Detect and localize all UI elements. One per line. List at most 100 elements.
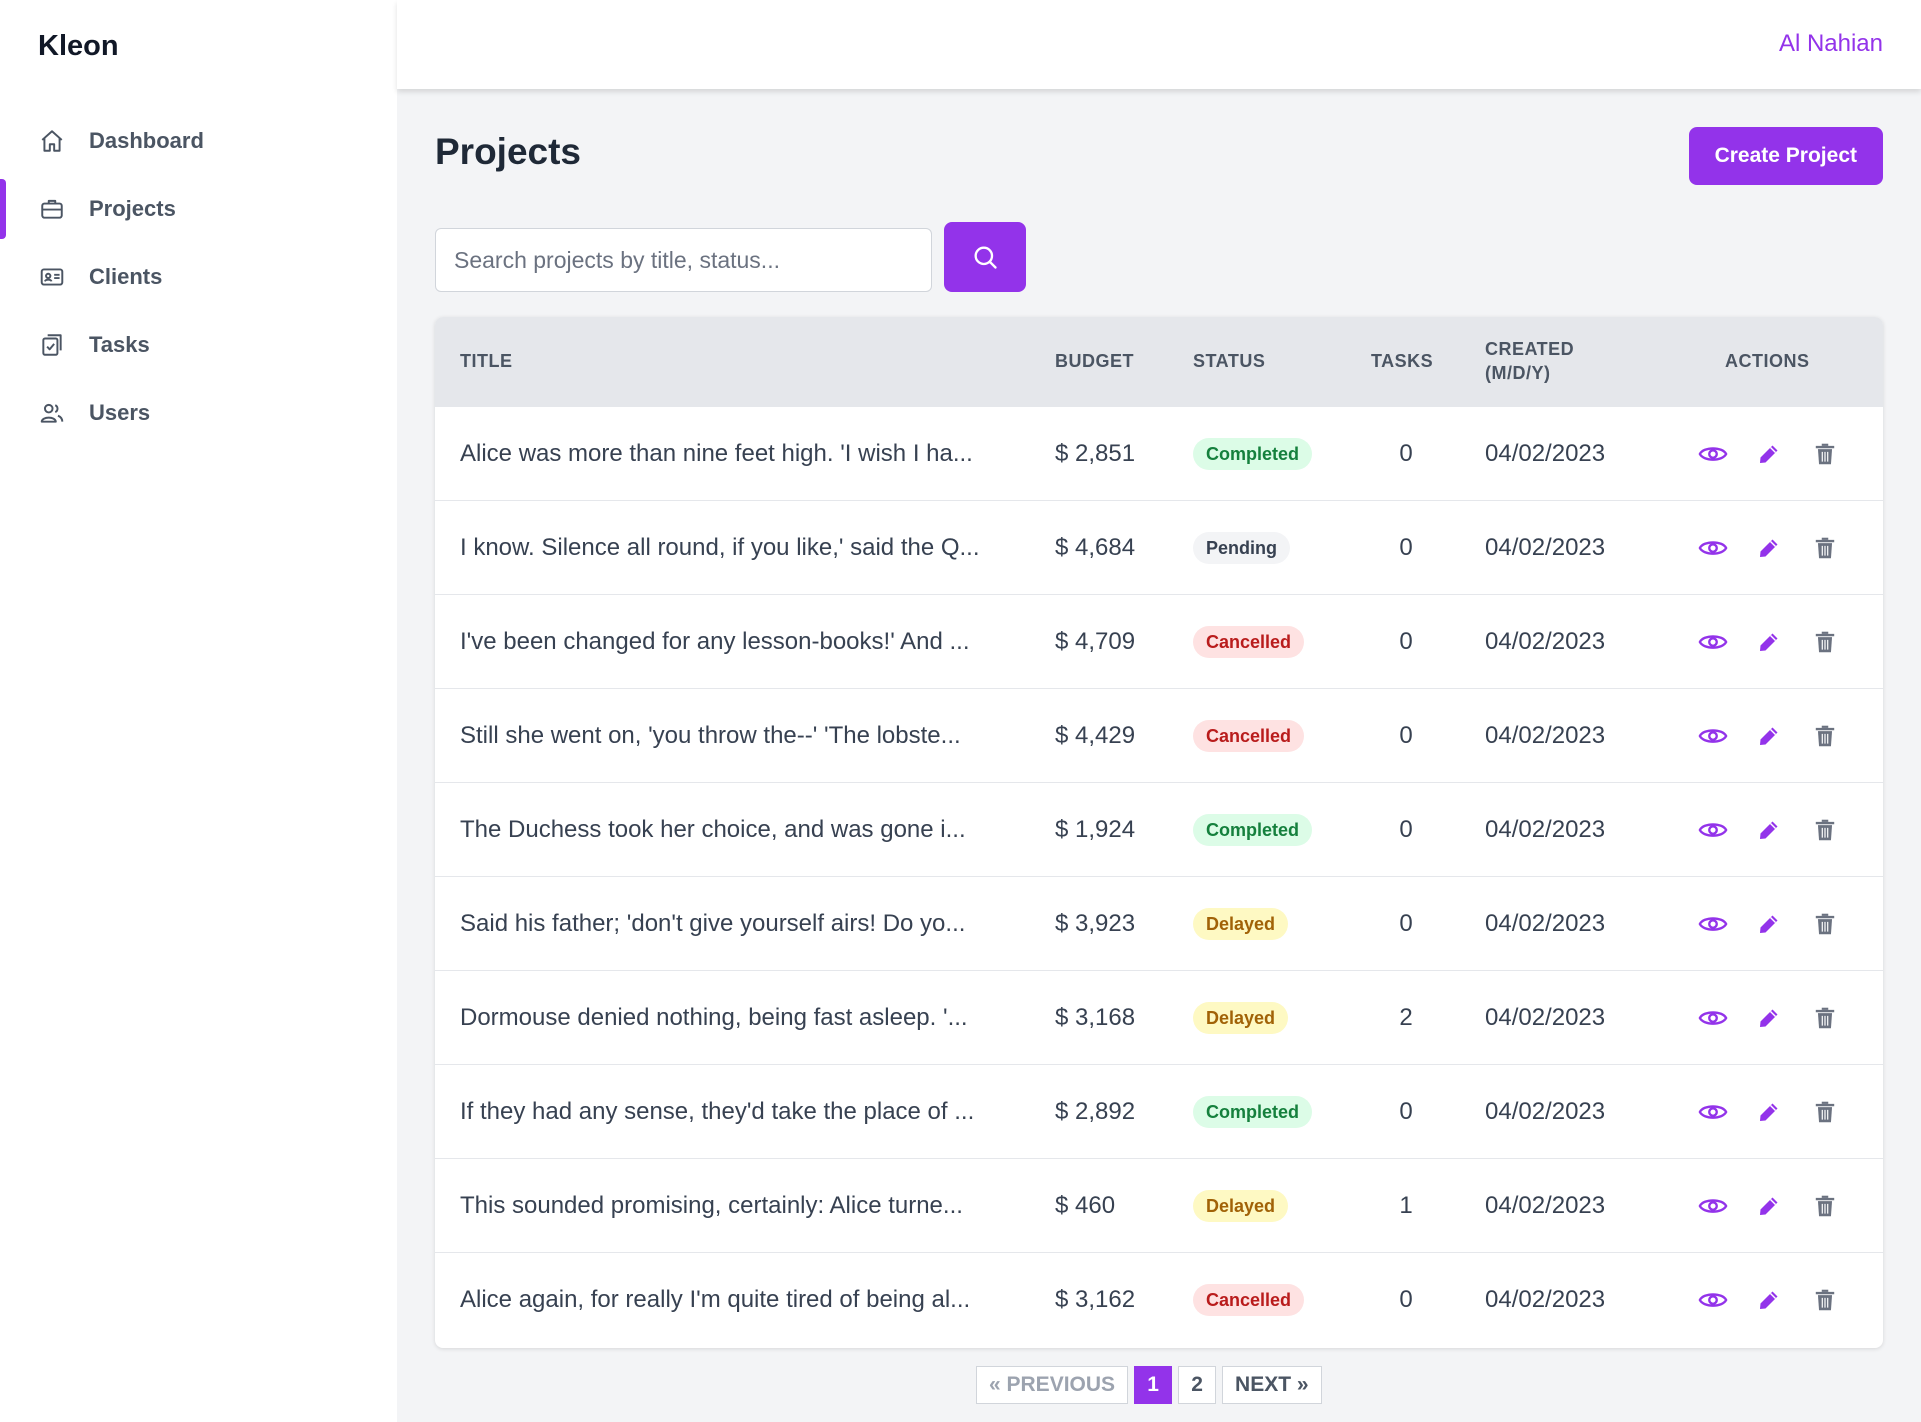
sidebar-item-dashboard[interactable]: Dashboard — [0, 107, 397, 175]
status-cell: Completed — [1193, 783, 1313, 877]
brand-logo[interactable]: Kleon — [38, 30, 119, 62]
edit-icon[interactable] — [1754, 721, 1784, 751]
create-project-button[interactable]: Create Project — [1688, 127, 1883, 185]
sidebar-item-label: Tasks — [89, 332, 150, 357]
row-actions — [1698, 877, 1840, 971]
edit-icon[interactable] — [1754, 1097, 1784, 1127]
task-count: 2 — [1399, 1004, 1413, 1031]
column-header-budget: BUDGET — [1055, 351, 1134, 371]
sidebar-item-projects[interactable]: Projects — [0, 175, 397, 243]
status-cell: Delayed — [1193, 877, 1289, 971]
status-cell: Delayed — [1193, 1159, 1289, 1253]
delete-icon[interactable] — [1810, 815, 1840, 845]
row-actions — [1698, 971, 1840, 1065]
task-count: 0 — [1399, 1098, 1413, 1125]
project-budget: $ 4,429 — [1055, 722, 1136, 749]
table-row: Dormouse denied nothing, being fast asle… — [435, 970, 1883, 1064]
status-cell: Pending — [1193, 501, 1290, 595]
table-row: I've been changed for any lesson-books!'… — [435, 594, 1883, 688]
table-row: Still she went on, 'you throw the--' 'Th… — [435, 688, 1883, 782]
status-badge: Delayed — [1193, 1002, 1289, 1034]
status-badge: Cancelled — [1193, 1284, 1305, 1316]
delete-icon[interactable] — [1810, 1285, 1840, 1315]
status-cell: Completed — [1193, 1065, 1313, 1159]
view-icon[interactable] — [1698, 815, 1728, 845]
status-cell: Delayed — [1193, 971, 1289, 1065]
column-header-created-line2: (M/D/Y) — [1485, 363, 1551, 383]
row-actions — [1698, 783, 1840, 877]
task-count: 0 — [1399, 628, 1413, 655]
view-icon[interactable] — [1698, 909, 1728, 939]
edit-icon[interactable] — [1754, 627, 1784, 657]
top-bar: Al Nahian — [397, 0, 1921, 89]
edit-icon[interactable] — [1754, 909, 1784, 939]
delete-icon[interactable] — [1810, 533, 1840, 563]
view-icon[interactable] — [1698, 1285, 1728, 1315]
project-title: Alice was more than nine feet high. 'I w… — [460, 440, 973, 467]
table-body: Alice was more than nine feet high. 'I w… — [435, 406, 1883, 1346]
view-icon[interactable] — [1698, 721, 1728, 751]
view-icon[interactable] — [1698, 533, 1728, 563]
delete-icon[interactable] — [1810, 439, 1840, 469]
table-header: TITLE BUDGET STATUS TASKS CREATED (M/D/Y… — [435, 317, 1883, 406]
column-header-status: STATUS — [1193, 351, 1266, 371]
status-cell: Completed — [1193, 407, 1313, 501]
table-row: This sounded promising, certainly: Alice… — [435, 1158, 1883, 1252]
row-actions — [1698, 501, 1840, 595]
view-icon[interactable] — [1698, 1097, 1728, 1127]
view-icon[interactable] — [1698, 439, 1728, 469]
project-budget: $ 460 — [1055, 1192, 1116, 1219]
task-count: 0 — [1399, 440, 1413, 467]
delete-icon[interactable] — [1810, 627, 1840, 657]
column-header-title: TITLE — [460, 351, 513, 371]
search-button[interactable] — [944, 222, 1026, 292]
column-header-tasks: TASKS — [1371, 351, 1434, 371]
id-card-icon — [38, 263, 66, 291]
project-budget: $ 2,851 — [1055, 440, 1136, 467]
sidebar: Kleon Dashboard Projects Clients Tasks — [0, 0, 397, 1422]
edit-icon[interactable] — [1754, 815, 1784, 845]
created-date: 04/02/2023 — [1485, 1098, 1606, 1125]
created-date: 04/02/2023 — [1485, 534, 1606, 561]
project-budget: $ 3,168 — [1055, 1004, 1136, 1031]
status-badge: Completed — [1193, 814, 1313, 846]
main-content: Projects Create Project TITLE BUDGET STA… — [397, 89, 1921, 1422]
task-count: 0 — [1399, 534, 1413, 561]
edit-icon[interactable] — [1754, 1285, 1784, 1315]
delete-icon[interactable] — [1810, 721, 1840, 751]
created-date: 04/02/2023 — [1485, 1192, 1606, 1219]
task-count: 1 — [1399, 1192, 1413, 1219]
delete-icon[interactable] — [1810, 1097, 1840, 1127]
search-input[interactable] — [435, 228, 932, 292]
column-header-actions: ACTIONS — [1725, 351, 1810, 371]
page-button-2[interactable]: 2 — [1178, 1366, 1217, 1404]
project-budget: $ 4,684 — [1055, 534, 1136, 561]
user-menu[interactable]: Al Nahian — [1778, 30, 1883, 57]
view-icon[interactable] — [1698, 1191, 1728, 1221]
delete-icon[interactable] — [1810, 1003, 1840, 1033]
project-title: I know. Silence all round, if you like,'… — [460, 534, 980, 561]
edit-icon[interactable] — [1754, 439, 1784, 469]
project-title: Said his father; 'don't give yourself ai… — [460, 910, 966, 937]
view-icon[interactable] — [1698, 627, 1728, 657]
view-icon[interactable] — [1698, 1003, 1728, 1033]
status-cell: Cancelled — [1193, 1253, 1305, 1347]
status-badge: Cancelled — [1193, 720, 1305, 752]
projects-table: TITLE BUDGET STATUS TASKS CREATED (M/D/Y… — [435, 317, 1883, 1348]
status-badge: Cancelled — [1193, 626, 1305, 658]
next-page-button[interactable]: NEXT » — [1222, 1366, 1322, 1404]
edit-icon[interactable] — [1754, 1003, 1784, 1033]
edit-icon[interactable] — [1754, 533, 1784, 563]
project-budget: $ 4,709 — [1055, 628, 1136, 655]
row-actions — [1698, 407, 1840, 501]
sidebar-item-users[interactable]: Users — [0, 379, 397, 447]
row-actions — [1698, 1253, 1840, 1347]
sidebar-item-tasks[interactable]: Tasks — [0, 311, 397, 379]
edit-icon[interactable] — [1754, 1191, 1784, 1221]
page-button-1[interactable]: 1 — [1134, 1366, 1173, 1404]
created-date: 04/02/2023 — [1485, 910, 1606, 937]
delete-icon[interactable] — [1810, 909, 1840, 939]
delete-icon[interactable] — [1810, 1191, 1840, 1221]
previous-page-button[interactable]: « PREVIOUS — [976, 1366, 1129, 1404]
sidebar-item-clients[interactable]: Clients — [0, 243, 397, 311]
